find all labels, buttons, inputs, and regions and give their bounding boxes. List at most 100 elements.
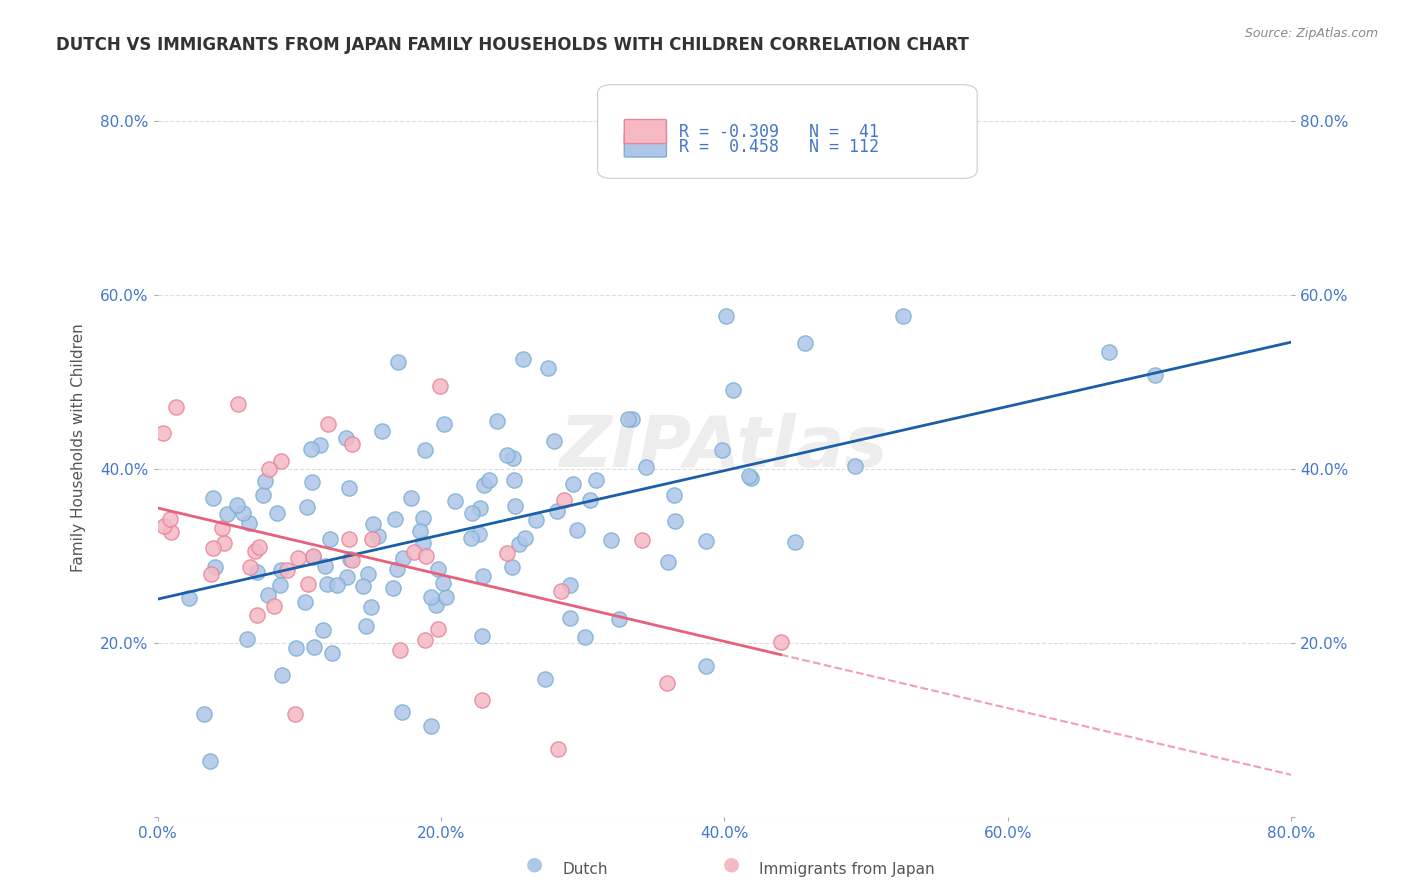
Point [202, 491, 225, 506]
Point [294, 595, 316, 609]
Text: R =  0.458   N = 112: R = 0.458 N = 112 [679, 138, 879, 156]
Point [352, 579, 374, 593]
Point [159, 512, 181, 526]
Text: ●: ● [723, 855, 740, 873]
Point [204, 560, 226, 574]
Point [620, 412, 643, 426]
Point [340, 436, 363, 450]
Point [299, 442, 322, 456]
Point [153, 518, 176, 533]
Point [546, 504, 568, 518]
Point [399, 491, 422, 505]
Point [501, 560, 523, 574]
Point [714, 309, 737, 323]
Point [263, 599, 285, 613]
Point [270, 563, 292, 577]
Point [420, 590, 443, 604]
Point [553, 492, 575, 507]
Point [617, 412, 640, 426]
Point [427, 562, 450, 576]
Point [547, 742, 569, 756]
Point [695, 659, 717, 673]
Point [404, 544, 426, 558]
Point [600, 533, 623, 548]
Point [257, 462, 280, 476]
Point [315, 576, 337, 591]
Point [308, 438, 330, 452]
Point [270, 453, 292, 467]
Text: ●: ● [526, 855, 543, 873]
Point [236, 632, 259, 647]
Point [193, 707, 215, 722]
Point [412, 511, 434, 525]
Point [429, 378, 451, 392]
Point [512, 352, 534, 367]
Point [472, 569, 495, 583]
Point [301, 475, 323, 490]
Point [664, 488, 686, 502]
Point [412, 536, 434, 550]
Point [524, 513, 547, 527]
Point [634, 460, 657, 475]
Point [301, 549, 323, 564]
Text: DUTCH VS IMMIGRANTS FROM JAPAN FAMILY HOUSEHOLDS WITH CHILDREN CORRELATION CHART: DUTCH VS IMMIGRANTS FROM JAPAN FAMILY HO… [56, 36, 969, 54]
Point [246, 608, 269, 623]
Point [363, 517, 385, 532]
Point [467, 526, 489, 541]
Point [339, 551, 361, 566]
Point [655, 675, 678, 690]
Point [562, 476, 585, 491]
Point [769, 635, 792, 649]
Point [560, 610, 582, 624]
Point [215, 507, 238, 521]
Point [160, 525, 183, 540]
Point [503, 500, 526, 514]
Point [513, 532, 536, 546]
Point [256, 588, 278, 602]
Point [537, 360, 560, 375]
Point [319, 533, 342, 547]
Point [1098, 345, 1121, 359]
Point [266, 507, 288, 521]
Point [326, 577, 349, 591]
Text: R = -0.309   N =  41: R = -0.309 N = 41 [679, 123, 879, 141]
Point [177, 591, 200, 605]
Point [478, 473, 501, 487]
Point [387, 355, 409, 369]
Point [443, 494, 465, 508]
Point [285, 641, 308, 656]
Point [543, 434, 565, 448]
Point [336, 570, 359, 584]
Point [392, 550, 415, 565]
Point [152, 426, 174, 441]
Point [335, 431, 357, 445]
Point [434, 590, 457, 604]
Point [740, 471, 762, 485]
Point [427, 623, 450, 637]
Point [460, 531, 482, 545]
Point [254, 474, 277, 488]
Point [471, 629, 494, 643]
Point [419, 718, 441, 732]
Point [287, 551, 309, 566]
Point [433, 417, 456, 431]
Point [367, 529, 389, 543]
Point [558, 578, 581, 592]
Point [337, 481, 360, 495]
Point [271, 667, 294, 681]
Point [225, 498, 247, 512]
Point [413, 443, 436, 458]
Point [165, 400, 187, 414]
Point [302, 640, 325, 655]
Point [249, 540, 271, 554]
Point [297, 577, 319, 591]
Point [657, 555, 679, 569]
Point [468, 501, 491, 516]
Point [721, 383, 744, 397]
Point [891, 309, 914, 323]
Point [508, 537, 530, 551]
Point [276, 563, 298, 577]
Point [1143, 368, 1166, 383]
Point [409, 524, 432, 538]
Point [238, 516, 260, 530]
